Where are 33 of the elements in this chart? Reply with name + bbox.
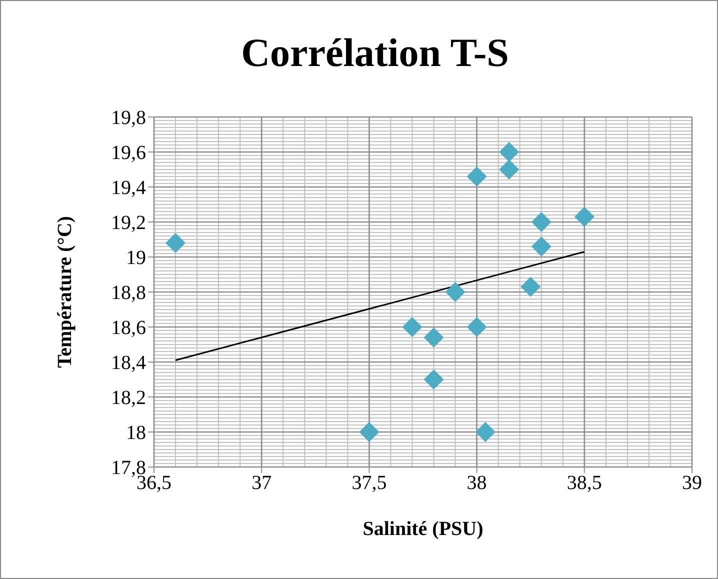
y-tick-label: 18 <box>126 422 146 444</box>
x-tick-label: 38 <box>466 472 487 494</box>
y-tick-label: 19 <box>126 247 146 270</box>
point <box>520 276 541 297</box>
x-tick-label: 39 <box>682 472 702 494</box>
point <box>466 166 487 186</box>
point <box>359 422 380 442</box>
point <box>424 370 444 390</box>
point <box>531 212 552 232</box>
point <box>499 160 520 180</box>
y-tick-label: 18,6 <box>111 317 146 340</box>
point <box>475 422 496 442</box>
y-tick-label: 18,8 <box>111 282 146 304</box>
point <box>402 317 422 337</box>
point <box>166 233 186 253</box>
x-tick-label: 38,5 <box>566 472 602 494</box>
x-tick-label: 37 <box>252 472 272 494</box>
y-tick-label: 18,4 <box>111 352 146 374</box>
y-tick-label: 18,2 <box>111 387 146 410</box>
y-axis-title: Température (°C) <box>54 216 76 368</box>
point <box>499 142 520 162</box>
x-tick-label: 37,5 <box>352 472 387 494</box>
point <box>445 282 466 302</box>
y-tick-label: 19,8 <box>111 107 146 130</box>
y-tick-label: 19,6 <box>111 142 146 164</box>
y-tick-label: 19,4 <box>111 177 146 200</box>
point <box>466 317 487 337</box>
point <box>574 206 594 227</box>
chart-title: Corrélation T-S <box>240 29 510 76</box>
y-tick-label: 19,2 <box>111 212 146 234</box>
point <box>424 328 444 348</box>
x-axis-title: Salinité (PSU) <box>362 518 484 540</box>
point <box>531 236 552 256</box>
